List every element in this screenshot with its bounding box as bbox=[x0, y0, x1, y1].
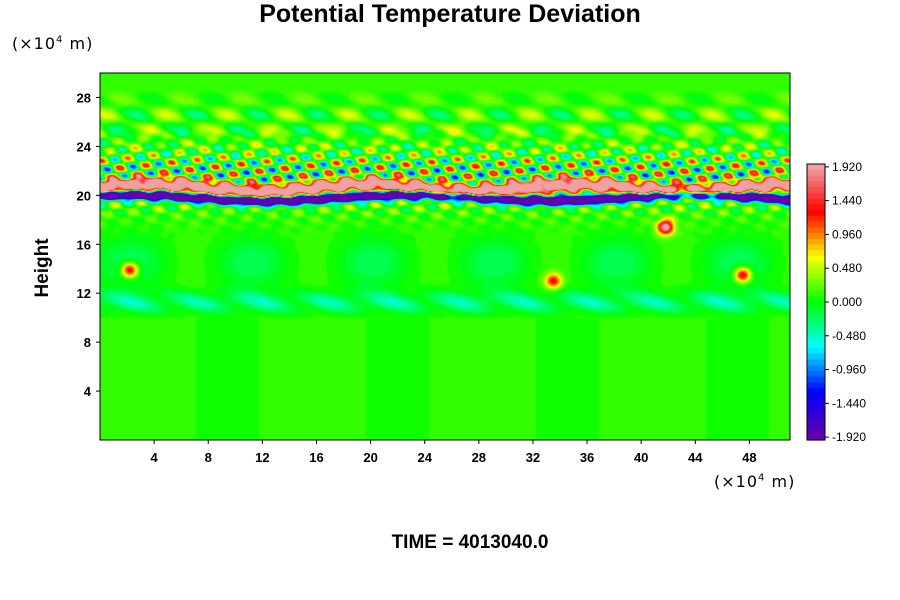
y-tick-label: 8 bbox=[84, 335, 91, 350]
colorbar-swatch bbox=[807, 192, 825, 200]
colorbar-label: 1.440 bbox=[832, 194, 862, 208]
colorbar-label: 0.960 bbox=[832, 227, 862, 241]
colorbar-swatch bbox=[807, 181, 825, 188]
time-label: TIME = 4013040.0 bbox=[391, 532, 549, 553]
y-axis-unit: (×104 m) bbox=[12, 34, 94, 53]
colorbar-swatch bbox=[807, 204, 825, 211]
colorbar-swatch bbox=[807, 267, 825, 274]
x-tick-label: 4 bbox=[151, 450, 159, 465]
colorbar-swatch bbox=[807, 353, 825, 361]
colorbar-swatch bbox=[807, 376, 825, 384]
x-tick-label: 8 bbox=[205, 450, 212, 465]
chart-title: Potential Temperature Deviation bbox=[259, 0, 641, 28]
colorbar-swatch bbox=[807, 365, 825, 372]
x-tick-label: 20 bbox=[363, 450, 377, 465]
x-tick-label: 44 bbox=[688, 450, 703, 465]
colorbar-label: -0.960 bbox=[832, 363, 866, 377]
colorbar-swatch bbox=[807, 411, 825, 418]
colorbar-swatch bbox=[807, 227, 825, 234]
colorbar-swatch bbox=[807, 342, 825, 349]
y-tick-label: 12 bbox=[77, 286, 91, 301]
colorbar-label: 1.920 bbox=[832, 160, 862, 174]
x-tick-label: 24 bbox=[417, 450, 432, 465]
colorbar-swatch bbox=[807, 273, 825, 280]
colorbar-swatch bbox=[807, 210, 825, 217]
colorbar-swatch bbox=[807, 399, 825, 407]
colorbar-swatch bbox=[807, 434, 825, 441]
y-tick-label: 20 bbox=[77, 188, 91, 203]
colorbar-swatch bbox=[807, 307, 825, 315]
colorbar-swatch bbox=[807, 388, 825, 395]
x-tick-label: 48 bbox=[742, 450, 756, 465]
colorbar-swatch bbox=[807, 302, 825, 309]
colorbar-swatch bbox=[807, 336, 825, 343]
x-tick-label: 16 bbox=[309, 450, 323, 465]
colorbar-swatch bbox=[807, 244, 825, 251]
colorbar-label: -1.920 bbox=[832, 430, 866, 444]
colorbar-swatch bbox=[807, 198, 825, 205]
x-tick-label: 28 bbox=[472, 450, 486, 465]
plot-frame bbox=[99, 72, 791, 441]
colorbar-swatch bbox=[807, 169, 825, 177]
colorbar-swatch bbox=[807, 422, 825, 430]
x-tick-label: 36 bbox=[580, 450, 594, 465]
x-axis-unit: (×104 m) bbox=[714, 472, 796, 491]
colorbar-swatch bbox=[807, 359, 825, 366]
colorbar-swatch bbox=[807, 313, 825, 320]
colorbar-swatch bbox=[807, 382, 825, 389]
colorbar-swatch bbox=[807, 284, 825, 292]
colorbar-swatch bbox=[807, 325, 825, 332]
colorbar-swatch bbox=[807, 164, 825, 171]
colorbar-swatch bbox=[807, 405, 825, 412]
colorbar-label: -1.440 bbox=[832, 396, 866, 410]
colorbar-swatch bbox=[807, 238, 825, 246]
y-tick-label: 16 bbox=[77, 237, 91, 252]
colorbar-swatch bbox=[807, 330, 825, 338]
colorbar-swatch bbox=[807, 215, 825, 223]
colorbar-swatch bbox=[807, 187, 825, 194]
colorbar-swatch bbox=[807, 221, 825, 228]
y-tick-label: 4 bbox=[84, 384, 92, 399]
colorbar-swatch bbox=[807, 417, 825, 424]
colorbar-swatch bbox=[807, 348, 825, 355]
colorbar-swatch bbox=[807, 319, 825, 326]
colorbar-swatch bbox=[807, 428, 825, 435]
colorbar-swatch bbox=[807, 279, 825, 286]
colorbar-label: 0.000 bbox=[832, 295, 862, 309]
colorbar-swatch bbox=[807, 233, 825, 240]
colorbar-swatch bbox=[807, 256, 825, 263]
colorbar-label: -0.480 bbox=[832, 329, 866, 343]
y-tick-label: 24 bbox=[77, 139, 92, 154]
x-tick-label: 12 bbox=[255, 450, 269, 465]
colorbar-swatch bbox=[807, 261, 825, 269]
x-tick-label: 32 bbox=[526, 450, 540, 465]
colorbar-swatch bbox=[807, 250, 825, 257]
x-tick-label: 40 bbox=[634, 450, 648, 465]
colorbar-label: 0.480 bbox=[832, 261, 862, 275]
colorbar-swatch bbox=[807, 371, 825, 378]
colorbar-swatch bbox=[807, 290, 825, 297]
colorbar-swatch bbox=[807, 175, 825, 182]
y-tick-label: 28 bbox=[77, 90, 91, 105]
colorbar-swatch bbox=[807, 296, 825, 303]
colorbar-swatch bbox=[807, 394, 825, 401]
heatmap-field bbox=[100, 73, 790, 440]
